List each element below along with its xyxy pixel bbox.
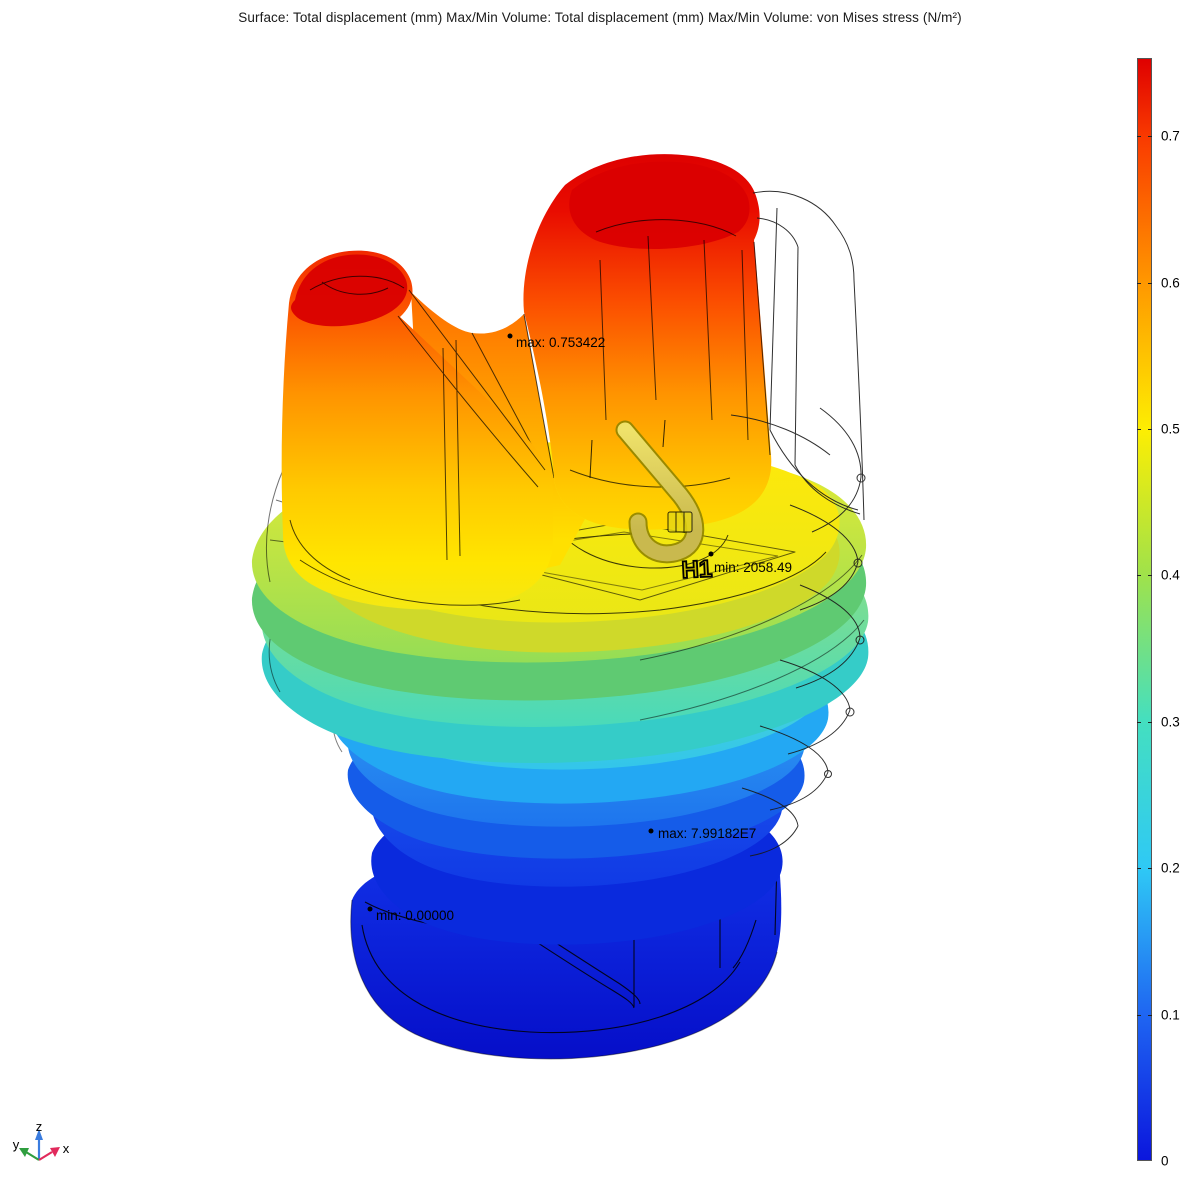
x-axis-arrow (38, 1147, 60, 1161)
colorbar-tick (1137, 136, 1141, 138)
z-axis-label: z (36, 1119, 43, 1134)
colorbar-gradient (1138, 59, 1151, 1160)
colorbar-tick-label: 0.5 (1161, 421, 1180, 437)
z-axis-arrow (35, 1129, 43, 1160)
colorbar-tick-label: 0.3 (1161, 714, 1180, 730)
y-axis-arrow (19, 1148, 40, 1161)
colorbar-tick (1148, 868, 1152, 870)
colorbar-tick (1137, 282, 1141, 284)
colorbar-tick-label: 0.6 (1161, 275, 1180, 291)
annotation-displacement-max: max: 0.753422 (507, 333, 605, 350)
annotation-stress-min: min: 2058.49 (708, 551, 792, 575)
y-axis-label: y (13, 1137, 20, 1152)
x-axis-label: x (63, 1141, 70, 1156)
colorbar-tick-label: 0.2 (1161, 860, 1180, 876)
colorbar-tick (1148, 136, 1152, 138)
colorbar-tick (1148, 429, 1152, 430)
axis-triad: z y x (13, 1119, 70, 1161)
annotation-marker (708, 551, 714, 557)
colorbar-tick (1148, 1014, 1152, 1016)
colorbar-tick (1148, 575, 1152, 577)
annotation-marker (507, 333, 513, 339)
model-hook-pin (589, 419, 705, 564)
annotation-label: min: 0.00000 (376, 908, 454, 923)
model-prong-right (523, 154, 772, 530)
annotation-label: max: 7.99182E7 (658, 826, 756, 841)
colorbar-tick (1137, 868, 1141, 870)
colorbar-tick-label: 0.1 (1161, 1007, 1180, 1023)
annotation-marker (648, 828, 654, 834)
wireframe-undeformed (730, 190, 866, 857)
colorbar-tick-label: 0.7 (1161, 128, 1180, 144)
colorbar-tick (1148, 721, 1152, 723)
annotation-displacement-min: min: 0.00000 (367, 906, 454, 923)
annotation-label: max: 0.753422 (516, 335, 605, 350)
colorbar-tick-label: 0.4 (1161, 567, 1180, 583)
colorbar-tick (1137, 575, 1141, 577)
colorbar-tick (1148, 282, 1152, 284)
model-prong-left (281, 250, 553, 610)
colorbar (1137, 58, 1152, 1161)
annotation-stress-max: max: 7.99182E7 (648, 826, 756, 841)
annotation-marker (367, 906, 373, 912)
emboss-h1: H1 (681, 555, 713, 584)
colorbar-tick (1137, 1014, 1141, 1016)
colorbar-tick-label: 0 (1161, 1153, 1169, 1169)
plot-title: Surface: Total displacement (mm) Max/Min… (238, 10, 962, 25)
annotation-label: min: 2058.49 (714, 560, 792, 575)
colorbar-tick (1137, 429, 1141, 430)
colorbar-tick (1137, 721, 1141, 723)
